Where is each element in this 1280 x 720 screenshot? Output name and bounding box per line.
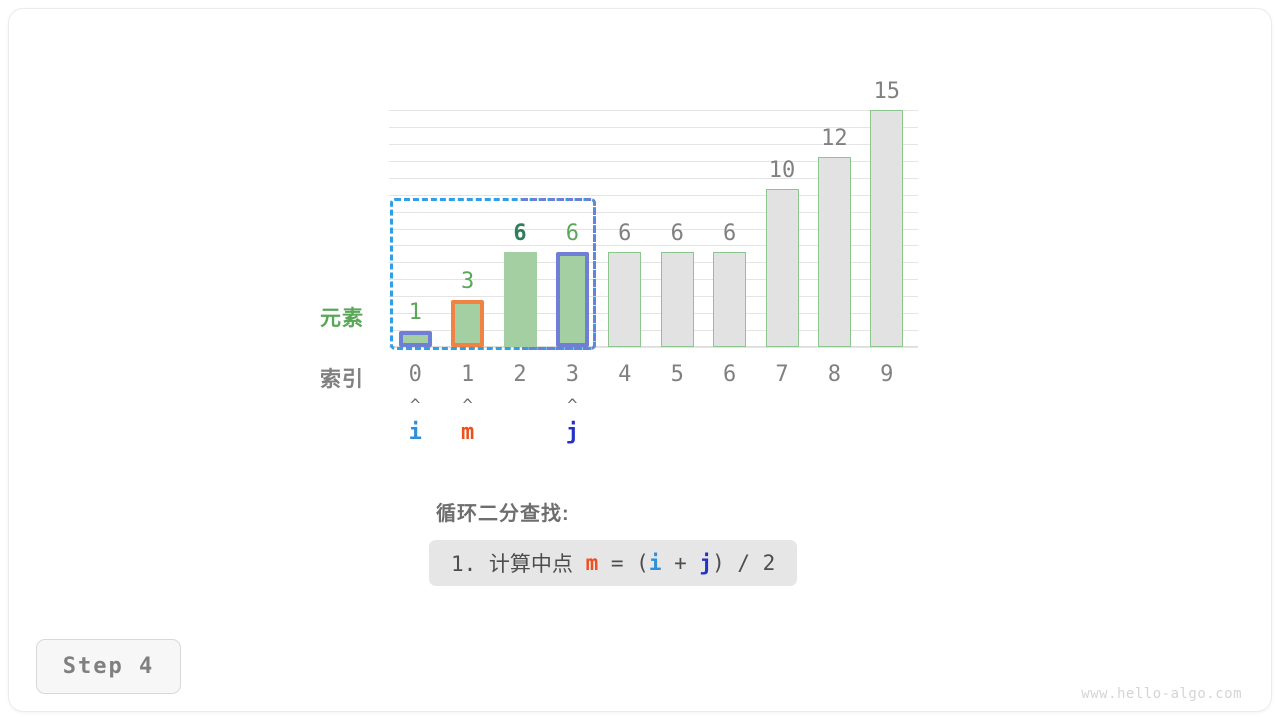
bar	[660, 252, 694, 347]
gridline	[389, 296, 918, 298]
pointer-label-m: m	[460, 420, 475, 445]
formula-plus: +	[661, 551, 700, 575]
bar	[398, 331, 432, 347]
index-label-6: 6	[722, 362, 737, 387]
bar-value-label: 6	[722, 221, 737, 247]
bar-value-label: 6	[670, 221, 684, 247]
pointer-label-j: j	[565, 420, 580, 445]
bar-value-label: 15	[873, 79, 901, 104]
formula-eq: = (	[598, 551, 649, 575]
gridline	[389, 126, 918, 128]
bar-value-label: 12	[821, 126, 848, 152]
gridline	[389, 347, 918, 348]
gridline	[389, 160, 918, 162]
pointer-label-i: i	[408, 420, 422, 445]
formula-var-j: j	[699, 551, 713, 575]
gridline	[389, 211, 918, 213]
bar-value-label: 1	[408, 300, 422, 326]
bar-value-label: 3	[460, 268, 475, 294]
gridline	[389, 110, 918, 111]
bar-value-label: 6	[618, 221, 632, 247]
gridline	[389, 177, 918, 179]
index-label-4: 4	[618, 362, 632, 387]
axis-baseline	[389, 346, 918, 347]
bar	[608, 252, 642, 347]
formula-prefix: 1. 计算中点	[451, 552, 586, 576]
bar-value-label: 6	[513, 221, 527, 247]
formula-var-i: i	[648, 551, 662, 575]
bar	[765, 189, 799, 347]
gridline	[389, 262, 918, 264]
pointer-caret-i: ^	[410, 396, 421, 416]
bar-value-label: 10	[768, 158, 796, 183]
formula-var-m: m	[585, 551, 599, 575]
index-label-0: 0	[408, 362, 422, 387]
bar-chart	[389, 110, 918, 348]
gridline	[389, 194, 918, 196]
bar	[555, 252, 589, 347]
bar-value-label: 6	[565, 221, 580, 247]
search-range-box-right-edge	[521, 198, 596, 350]
bar	[503, 252, 537, 347]
index-label-9: 9	[880, 362, 894, 387]
pointer-caret-j: ^	[567, 396, 578, 416]
outer-frame	[9, 9, 1271, 711]
watermark: www.hello-algo.com	[1081, 686, 1242, 702]
pointer-caret-m: ^	[462, 396, 473, 416]
gridline	[389, 245, 918, 247]
formula-suffix: ) / 2	[712, 551, 776, 575]
bar	[451, 299, 485, 347]
gridline	[389, 279, 918, 281]
index-row-label: 索引	[320, 368, 364, 391]
index-label-1: 1	[460, 362, 475, 387]
bar	[817, 157, 851, 347]
index-label-8: 8	[827, 362, 842, 387]
step-badge: Step 4	[36, 639, 181, 694]
index-label-7: 7	[775, 362, 789, 387]
formula-box: 1. 计算中点 m = (i + j) / 2	[429, 540, 798, 586]
caption-heading: 循环二分查找:	[436, 503, 570, 525]
gridline	[389, 143, 918, 145]
element-row-label: 元素	[320, 307, 364, 330]
gridline	[389, 228, 918, 230]
gridline	[389, 330, 918, 332]
bar	[713, 252, 747, 347]
index-label-5: 5	[670, 362, 684, 387]
index-label-2: 2	[513, 362, 527, 387]
bar	[870, 110, 904, 347]
gridline	[389, 313, 918, 315]
index-label-3: 3	[565, 362, 580, 387]
